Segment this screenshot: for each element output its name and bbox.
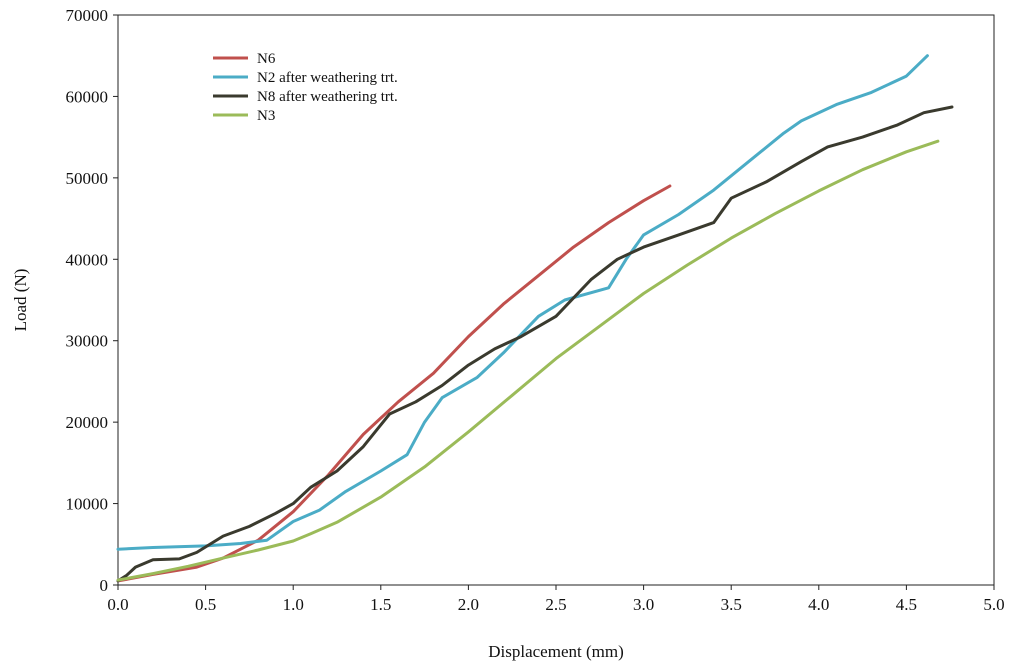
series-line-3 bbox=[116, 105, 954, 583]
legend-label: N6 bbox=[257, 51, 276, 67]
x-tick-label: 3.0 bbox=[633, 595, 654, 614]
x-tick-label: 1.0 bbox=[283, 595, 304, 614]
x-axis-ticks: 0.0 0.5 1.0 1.5 2.0 2.5 3.0 3.5 4.0 4.5 5.0 bbox=[107, 585, 1005, 614]
y-tick-label: 0 bbox=[100, 576, 109, 595]
x-tick-label: 5.0 bbox=[983, 595, 1004, 614]
legend: N6 N2 after weathering trt. N8 after weath… bbox=[213, 51, 398, 124]
y-tick-label: 10000 bbox=[66, 495, 109, 514]
series-line-4 bbox=[116, 139, 940, 582]
x-tick-label: 1.5 bbox=[370, 595, 391, 614]
x-tick-label: 4.0 bbox=[808, 595, 829, 614]
plot-area bbox=[117, 14, 995, 586]
x-tick-label: 0.0 bbox=[107, 595, 128, 614]
series-lines bbox=[116, 54, 954, 583]
y-tick-label: 60000 bbox=[66, 87, 109, 106]
x-tick-label: 0.5 bbox=[195, 595, 216, 614]
y-axis-title: Load (N) bbox=[11, 269, 30, 332]
series-line-2 bbox=[116, 54, 929, 551]
legend-label: N2 after weathering trt. bbox=[257, 70, 398, 86]
y-tick-label: 50000 bbox=[66, 169, 109, 188]
y-tick-label: 20000 bbox=[66, 413, 109, 432]
x-tick-label: 3.5 bbox=[721, 595, 742, 614]
y-tick-label: 70000 bbox=[66, 6, 109, 25]
x-axis-title: Displacement (mm) bbox=[488, 642, 624, 661]
series-line-1 bbox=[116, 184, 672, 583]
legend-label: N3 bbox=[257, 108, 275, 124]
y-tick-label: 40000 bbox=[66, 250, 109, 269]
x-tick-label: 2.0 bbox=[458, 595, 479, 614]
x-tick-label: 2.5 bbox=[545, 595, 566, 614]
legend-label: N8 after weathering trt. bbox=[257, 89, 398, 105]
x-tick-label: 4.5 bbox=[896, 595, 917, 614]
plot-frame bbox=[117, 14, 995, 586]
y-tick-label: 30000 bbox=[66, 332, 109, 351]
y-axis-ticks: 0 10000 20000 30000 40000 50000 60000 70000 bbox=[66, 6, 118, 595]
